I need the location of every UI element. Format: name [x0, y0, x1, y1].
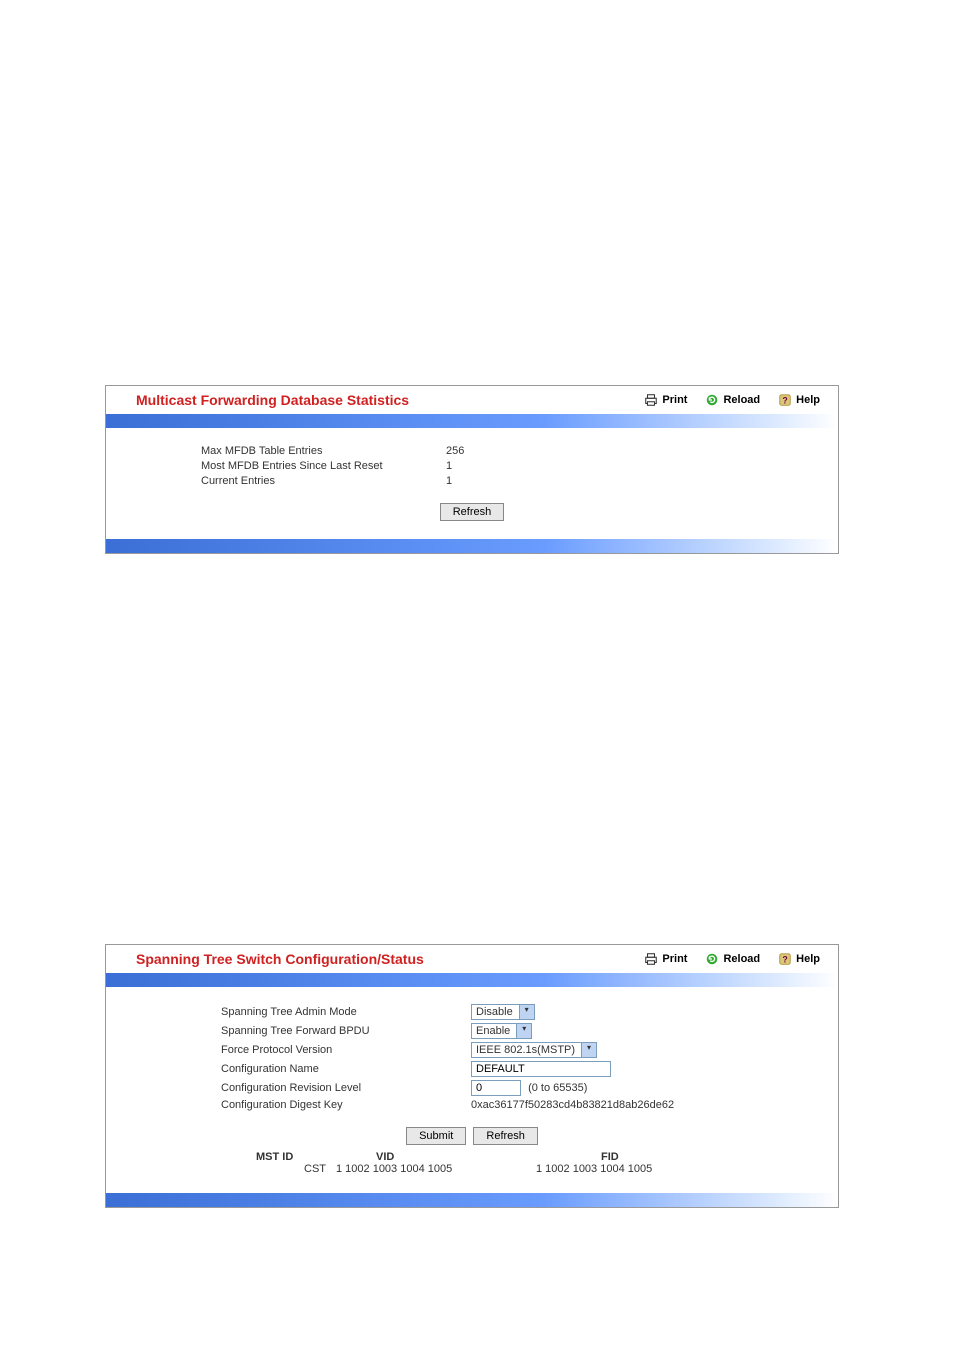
- print-icon: [644, 952, 658, 966]
- svg-text:?: ?: [782, 396, 787, 406]
- config-name-field: [461, 1061, 611, 1077]
- force-proto-field: IEEE 802.1s(MSTP) ▾: [461, 1042, 597, 1058]
- submit-button[interactable]: Submit: [406, 1127, 466, 1145]
- print-label: Print: [662, 394, 687, 406]
- mst-table-header: MST ID VID FID: [126, 1151, 818, 1163]
- panel-content: Max MFDB Table Entries 256 Most MFDB Ent…: [106, 428, 838, 539]
- current-entries-value: 1: [436, 475, 452, 487]
- help-label: Help: [796, 953, 820, 965]
- config-row: Configuration Revision Level (0 to 65535…: [126, 1080, 818, 1096]
- refresh-button[interactable]: Refresh: [440, 503, 505, 521]
- panel-header: Multicast Forwarding Database Statistics…: [106, 386, 838, 414]
- reload-label: Reload: [723, 953, 760, 965]
- most-since-reset-value: 1: [436, 460, 452, 472]
- panel-header: Spanning Tree Switch Configuration/Statu…: [106, 945, 838, 973]
- help-icon: ?: [778, 393, 792, 407]
- force-proto-select[interactable]: IEEE 802.1s(MSTP) ▾: [471, 1042, 597, 1058]
- button-row: Submit Refresh: [126, 1127, 818, 1145]
- print-icon: [644, 393, 658, 407]
- config-row: Spanning Tree Admin Mode Disable ▾: [126, 1004, 818, 1020]
- reload-button[interactable]: Reload: [705, 393, 760, 407]
- th-mst-id: MST ID: [256, 1151, 376, 1163]
- config-name-label: Configuration Name: [126, 1063, 461, 1075]
- separator-bar-bottom: [106, 539, 838, 553]
- fwd-bpdu-value: Enable: [472, 1024, 516, 1038]
- stat-row: Most MFDB Entries Since Last Reset 1: [126, 460, 818, 472]
- refresh-button[interactable]: Refresh: [473, 1127, 538, 1145]
- admin-mode-field: Disable ▾: [461, 1004, 535, 1020]
- config-row: Force Protocol Version IEEE 802.1s(MSTP)…: [126, 1042, 818, 1058]
- config-row: Configuration Name: [126, 1061, 818, 1077]
- chevron-down-icon: ▾: [581, 1043, 596, 1057]
- help-icon: ?: [778, 952, 792, 966]
- config-row: Spanning Tree Forward BPDU Enable ▾: [126, 1023, 818, 1039]
- mst-table-row: CST 1 1002 1003 1004 1005 1 1002 1003 10…: [126, 1163, 818, 1175]
- td-vid: 1 1002 1003 1004 1005: [336, 1163, 536, 1175]
- max-entries-value: 256: [436, 445, 464, 457]
- panel-content: Spanning Tree Admin Mode Disable ▾ Spann…: [106, 987, 838, 1193]
- config-name-input[interactable]: [471, 1061, 611, 1077]
- rev-level-field: (0 to 65535): [461, 1080, 587, 1096]
- force-proto-label: Force Protocol Version: [126, 1044, 461, 1056]
- reload-label: Reload: [723, 394, 760, 406]
- rev-level-input[interactable]: [471, 1080, 521, 1096]
- reload-icon: [705, 952, 719, 966]
- digest-label: Configuration Digest Key: [126, 1099, 461, 1111]
- help-button[interactable]: ? Help: [778, 952, 820, 966]
- max-entries-label: Max MFDB Table Entries: [126, 445, 436, 457]
- td-mst-id: CST: [256, 1163, 336, 1175]
- print-button[interactable]: Print: [644, 952, 687, 966]
- rev-level-hint: (0 to 65535): [528, 1082, 587, 1094]
- separator-bar-bottom: [106, 1193, 838, 1207]
- print-button[interactable]: Print: [644, 393, 687, 407]
- chevron-down-icon: ▾: [519, 1005, 534, 1019]
- header-actions: Print Reload ? Help: [644, 393, 828, 407]
- mfdb-stats-panel: Multicast Forwarding Database Statistics…: [105, 385, 839, 554]
- reload-button[interactable]: Reload: [705, 952, 760, 966]
- stat-row: Current Entries 1: [126, 475, 818, 487]
- most-since-reset-label: Most MFDB Entries Since Last Reset: [126, 460, 436, 472]
- fwd-bpdu-field: Enable ▾: [461, 1023, 532, 1039]
- fwd-bpdu-label: Spanning Tree Forward BPDU: [126, 1025, 461, 1037]
- th-fid: FID: [601, 1151, 751, 1163]
- spanning-tree-panel: Spanning Tree Switch Configuration/Statu…: [105, 944, 839, 1208]
- chevron-down-icon: ▾: [516, 1024, 531, 1038]
- current-entries-label: Current Entries: [126, 475, 436, 487]
- td-fid: 1 1002 1003 1004 1005: [536, 1163, 736, 1175]
- digest-value: 0xac36177f50283cd4b83821d8ab26de62: [461, 1099, 674, 1111]
- print-label: Print: [662, 953, 687, 965]
- help-button[interactable]: ? Help: [778, 393, 820, 407]
- rev-level-label: Configuration Revision Level: [126, 1082, 461, 1094]
- panel-title: Spanning Tree Switch Configuration/Statu…: [136, 951, 644, 967]
- separator-bar: [106, 973, 838, 987]
- help-label: Help: [796, 394, 820, 406]
- reload-icon: [705, 393, 719, 407]
- admin-mode-value: Disable: [472, 1005, 519, 1019]
- admin-mode-label: Spanning Tree Admin Mode: [126, 1006, 461, 1018]
- header-actions: Print Reload ? Help: [644, 952, 828, 966]
- fwd-bpdu-select[interactable]: Enable ▾: [471, 1023, 532, 1039]
- config-row: Configuration Digest Key 0xac36177f50283…: [126, 1099, 818, 1111]
- button-row: Refresh: [126, 503, 818, 521]
- stat-row: Max MFDB Table Entries 256: [126, 445, 818, 457]
- svg-text:?: ?: [782, 955, 787, 965]
- separator-bar: [106, 414, 838, 428]
- force-proto-value: IEEE 802.1s(MSTP): [472, 1043, 581, 1057]
- panel-title: Multicast Forwarding Database Statistics: [136, 392, 644, 408]
- admin-mode-select[interactable]: Disable ▾: [471, 1004, 535, 1020]
- th-vid: VID: [376, 1151, 601, 1163]
